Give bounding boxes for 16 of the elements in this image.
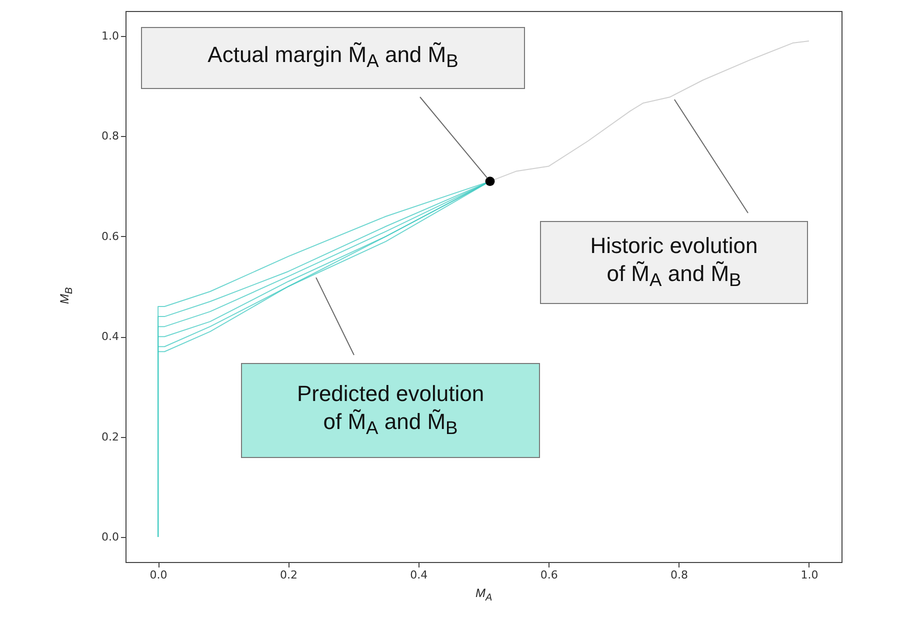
x-tick-label: 0.0 (150, 568, 168, 582)
x-tick-label: 0.4 (410, 568, 428, 582)
y-tick-label: 1.0 (102, 30, 119, 43)
x-tick-label: 1.0 (800, 568, 818, 582)
annotation: Actual margin M̃$_{A}$ and M̃$_{B}$ (208, 40, 458, 74)
x-tick-label: 0.6 (540, 568, 558, 582)
y-tick-label: 0.2 (102, 430, 119, 444)
annotation: Predicted evolution of M̃$_{A}$ and M̃$_{B}$ (296, 379, 484, 440)
y-tick-label: 0.4 (102, 330, 119, 344)
y-tick-label: 0.0 (102, 530, 119, 544)
y-tick-label: 0.8 (102, 130, 119, 143)
x-tick-label: 0.2 (280, 568, 298, 582)
x-axis-title: M$_{A}$ (476, 586, 492, 604)
x-tick-label: 0.8 (670, 568, 688, 582)
annotation: Historic evolution of M̃$_{A}$ and M̃$_{B}$ (590, 231, 758, 292)
y-tick-label: 0.6 (102, 230, 119, 243)
